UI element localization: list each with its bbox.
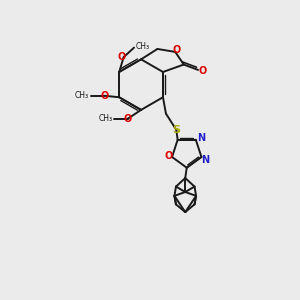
Text: CH₃: CH₃	[75, 91, 89, 100]
Text: O: O	[100, 91, 109, 101]
Text: O: O	[117, 52, 125, 62]
Text: N: N	[201, 155, 209, 165]
Text: O: O	[164, 151, 172, 160]
Text: CH₃: CH₃	[135, 42, 149, 51]
Text: S: S	[172, 125, 180, 135]
Text: O: O	[124, 114, 132, 124]
Text: O: O	[199, 66, 207, 76]
Text: O: O	[172, 44, 181, 55]
Text: CH₃: CH₃	[98, 114, 112, 123]
Text: N: N	[197, 133, 205, 143]
